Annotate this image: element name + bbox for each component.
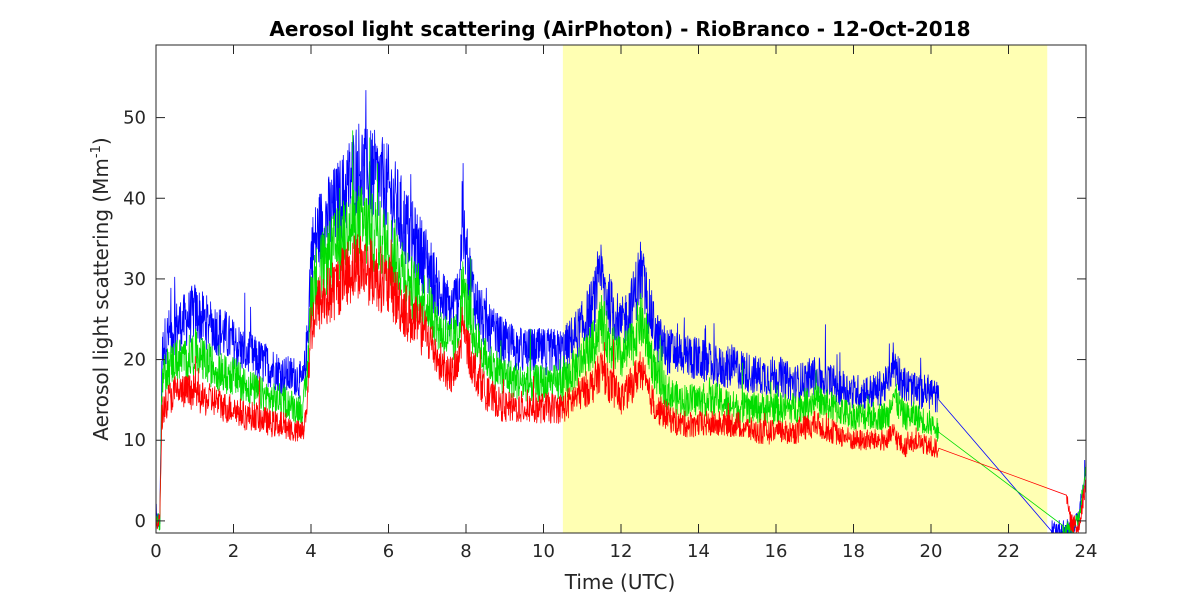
x-tick-label: 12 [610,541,633,562]
y-tick-label: 0 [135,511,146,532]
x-tick-label: 8 [460,541,471,562]
x-tick-label: 0 [150,541,161,562]
y-tick-label: 20 [123,350,146,371]
x-tick-label: 14 [687,541,710,562]
x-tick-label: 2 [228,541,239,562]
y-tick-label: 50 [123,108,146,129]
x-tick-label: 20 [920,541,943,562]
x-tick-label: 4 [305,541,316,562]
x-tick-label: 22 [997,541,1020,562]
y-axis-label: Aerosol light scattering (Mm-1) [89,137,113,440]
chart-title: Aerosol light scattering (AirPhoton) - R… [269,17,970,41]
y-tick-label: 40 [123,188,146,209]
x-tick-label: 6 [383,541,394,562]
y-axis-label-superscript: -1 [89,145,104,158]
series-line-3 [156,234,1086,533]
y-axis-label-main: Aerosol light scattering (Mm [89,158,113,441]
x-tick-label: 18 [842,541,865,562]
y-axis-label-close: ) [89,137,113,145]
y-tick-label: 10 [123,430,146,451]
y-tick-label: 30 [123,269,146,290]
x-axis: 0 2 4 6 8 10 12 14 16 18 20 22 24 [150,45,1097,562]
x-tick-label: 24 [1075,541,1098,562]
series-line-2 [156,130,1086,533]
x-tick-label: 16 [765,541,788,562]
y-axis: 0 10 20 30 40 50 [123,108,1086,532]
x-axis-label: Time (UTC) [564,570,676,594]
series-layer [156,90,1086,533]
x-tick-label: 10 [532,541,555,562]
series-line-1 [156,90,1086,533]
shaded-region [562,45,1048,533]
